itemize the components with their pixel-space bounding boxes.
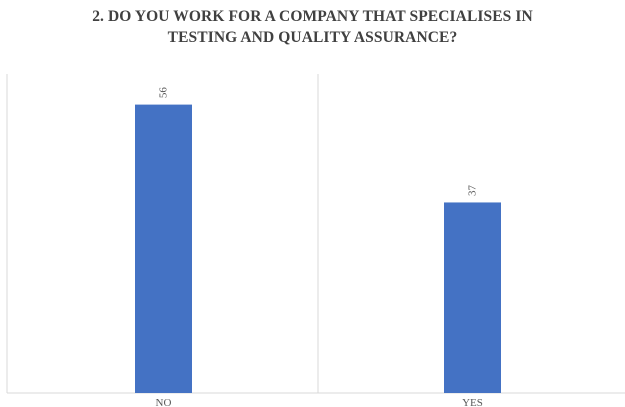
data-label-no: 56 (158, 87, 170, 99)
x-tick-label-no: NO (156, 397, 172, 407)
data-label-yes: 37 (467, 184, 479, 196)
bar-no (135, 105, 192, 393)
bar-yes (444, 202, 501, 393)
x-tick-label-yes: YES (462, 397, 483, 407)
